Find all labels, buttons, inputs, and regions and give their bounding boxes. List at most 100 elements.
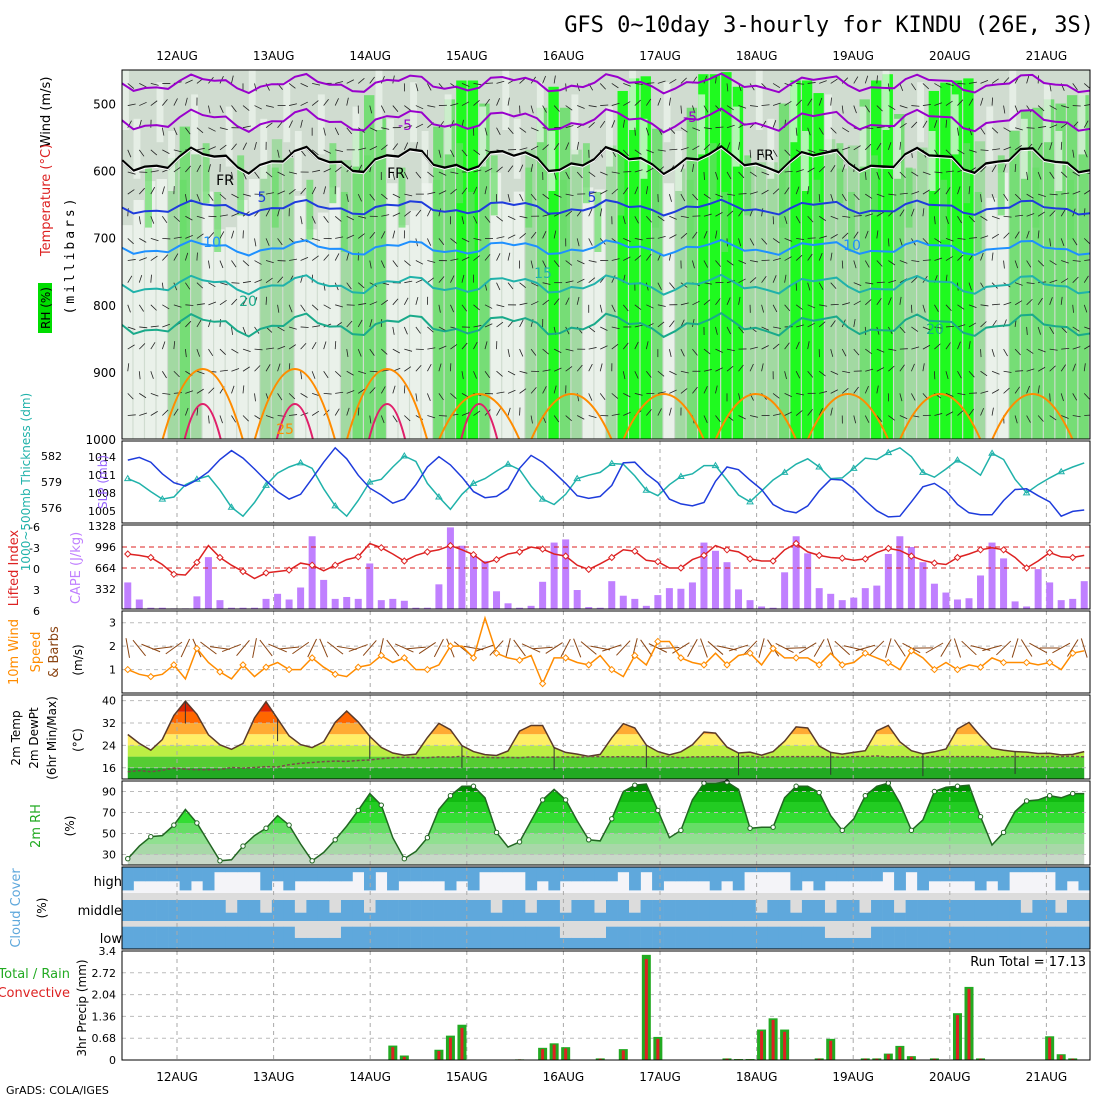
- wind-barb: [1061, 260, 1069, 264]
- wind-barb: [922, 363, 925, 372]
- cloud-block: [652, 867, 664, 891]
- series-marker: [976, 546, 985, 554]
- contour-label: 15: [534, 266, 552, 282]
- cloud-block: [848, 867, 860, 882]
- rh-column: [859, 99, 870, 439]
- wind-barb-10m: [386, 639, 400, 657]
- wind-barb: [265, 238, 270, 246]
- wind-barb: [784, 238, 793, 242]
- cloud-block: [225, 867, 238, 873]
- cloud-block: [986, 926, 999, 949]
- wind-barb: [749, 277, 757, 283]
- wind-barb: [657, 149, 666, 152]
- wind-barb: [530, 282, 539, 287]
- date-label-top: 15AUG: [446, 49, 488, 63]
- cloud-block: [202, 900, 215, 921]
- cape-bar: [988, 542, 996, 609]
- wind-barb: [231, 298, 238, 306]
- wind-barb: [484, 167, 493, 173]
- wind-barb: [600, 104, 609, 106]
- wind-barb: [830, 320, 836, 328]
- cloud-gap: [974, 921, 987, 927]
- wind-barb: [818, 127, 824, 135]
- wind-barb: [138, 216, 141, 225]
- rh-patch: [237, 155, 245, 216]
- wind-barb: [369, 127, 378, 132]
- wind-barb: [323, 149, 332, 154]
- rh-band: [127, 844, 1085, 855]
- date-label-bottom: 14AUG: [349, 1070, 391, 1084]
- cloud-block: [513, 867, 526, 873]
- panel-frame: [121, 694, 1091, 780]
- cloud-block: [744, 926, 757, 949]
- wind-barb-10m: [893, 639, 906, 657]
- wind-barb: [968, 370, 975, 378]
- cape-bar: [262, 598, 270, 609]
- wind-barb: [404, 211, 411, 217]
- wind-barb: [553, 348, 562, 354]
- cloud-block: [1032, 900, 1045, 921]
- slp-tick-label: 1008: [88, 487, 116, 500]
- wind-barb: [369, 76, 375, 84]
- wind-barb: [876, 415, 883, 422]
- rh-patch: [951, 94, 959, 155]
- wind-barb: [565, 348, 574, 352]
- series-marker: [447, 793, 454, 799]
- series-marker: [977, 814, 984, 820]
- wind-barb: [300, 393, 308, 398]
- cloud-gap: [1032, 893, 1045, 900]
- wind-barb: [1026, 348, 1034, 354]
- wind-barb: [876, 126, 885, 129]
- series-marker: [217, 858, 223, 864]
- series-marker: [609, 816, 615, 822]
- wind-barb: [980, 149, 989, 151]
- precip-convective-bar: [656, 1038, 660, 1060]
- cloud-block: [836, 937, 849, 949]
- cloud-gap: [1043, 921, 1056, 927]
- rh-column: [433, 126, 444, 439]
- wind-barb: [300, 119, 303, 128]
- temp-tick-label: 24: [102, 739, 116, 752]
- cloud-block: [456, 900, 469, 921]
- wind-barb: [934, 257, 943, 261]
- cloud-block: [156, 867, 169, 882]
- rh-ylabels: 2m RH (%): [29, 804, 77, 848]
- rh-patch: [513, 118, 521, 179]
- rh-column: [675, 168, 686, 439]
- wind-barb: [208, 146, 216, 151]
- wind-barb: [1072, 171, 1080, 177]
- wind-barb: [1026, 193, 1034, 199]
- series-marker: [1069, 649, 1077, 657]
- cloud-block: [1009, 867, 1022, 873]
- wind-barb: [185, 215, 193, 221]
- cape-bar: [596, 607, 604, 609]
- rh-column: [917, 147, 928, 439]
- wind-barb: [208, 301, 217, 306]
- series-marker: [492, 555, 501, 564]
- wind-barb: [899, 393, 903, 402]
- wind-barb: [796, 83, 805, 85]
- wind-barb: [899, 105, 908, 109]
- series-marker: [654, 557, 662, 566]
- contour-label: FR: [387, 166, 405, 182]
- wind-barb: [1049, 238, 1052, 247]
- wind-barb: [1060, 122, 1068, 129]
- wind-barb: [657, 215, 665, 222]
- wind-barb: [507, 320, 514, 328]
- wind-barb: [277, 149, 280, 158]
- wind-barb: [473, 371, 477, 379]
- wind-barb: [600, 171, 608, 176]
- cloud-block: [744, 867, 757, 873]
- series-marker: [815, 661, 823, 669]
- wind-barb-10m: [292, 641, 310, 655]
- wind-barb: [807, 127, 811, 136]
- wind-barb: [185, 390, 194, 394]
- wind-barb: [1083, 83, 1090, 89]
- wind-barb: [242, 193, 251, 197]
- upper-air-ylabels: Wind (m/s) Temperature (°C) RH (%) (mill…: [38, 77, 78, 333]
- cloud-block: [191, 900, 203, 921]
- rh-patch: [652, 167, 660, 228]
- series-marker: [815, 462, 824, 470]
- rh-column: [755, 162, 767, 439]
